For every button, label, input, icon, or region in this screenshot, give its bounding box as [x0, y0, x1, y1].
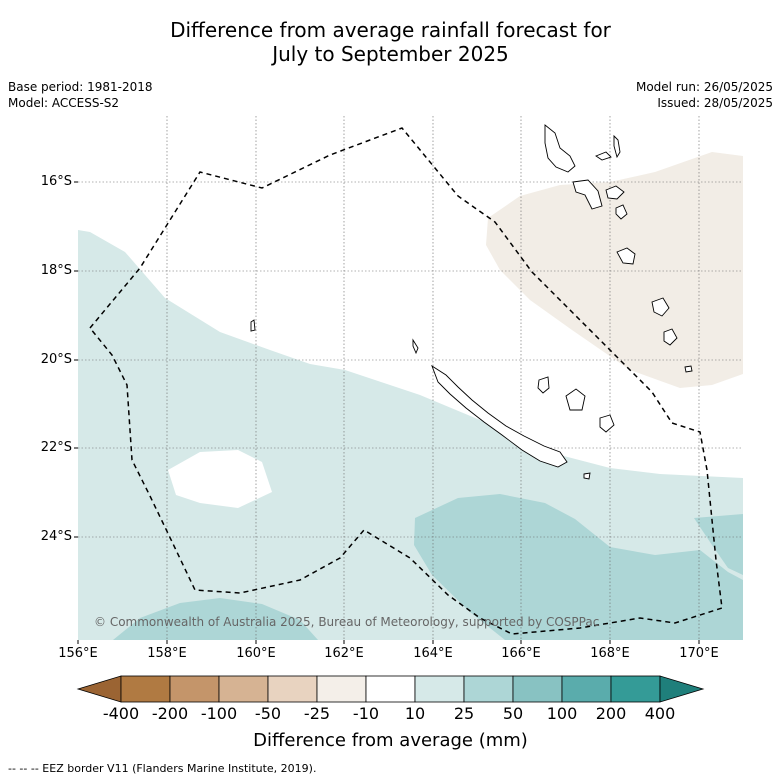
colorbar-segment: [218, 675, 269, 703]
eez-legend-note: -- -- -- EEZ border V11 (Flanders Marine…: [8, 762, 317, 775]
colorbar-label: 10: [404, 704, 426, 723]
map-area: [78, 116, 743, 640]
lat-tick-label: 22°S: [40, 440, 72, 455]
title-line-1: Difference from average rainfall forecas…: [170, 18, 611, 42]
lat-tick-label: 24°S: [40, 529, 72, 544]
aneityum-island: [684, 365, 693, 373]
issued-date: Issued: 28/05/2025: [657, 96, 773, 110]
erromango-island: [651, 297, 670, 317]
pentecost-ambrym: [605, 185, 625, 200]
lon-tick-label: 168°E: [590, 646, 630, 661]
mare-island: [599, 414, 615, 433]
axis-ticks: [74, 181, 700, 644]
colorbar-label: -25: [303, 704, 331, 723]
lat-tick-label: 18°S: [40, 263, 72, 278]
colorbar-label: -400: [102, 704, 140, 723]
efate-island: [616, 247, 636, 265]
colorbar-extend-high: [659, 675, 705, 703]
rain-diff-zone-25-50-east: [694, 514, 743, 575]
new-caledonia: [431, 364, 568, 468]
title-line-2: July to September 2025: [272, 42, 509, 66]
gridlines: [78, 116, 743, 640]
colorbar-label: 50: [502, 704, 524, 723]
lon-tick-label: 162°E: [324, 646, 364, 661]
colorbar-label: -100: [200, 704, 238, 723]
base-period: Base period: 1981-2018: [8, 80, 153, 94]
rain-diff-zone-25-50-south: [113, 598, 318, 640]
colorbar-segment: [610, 675, 661, 703]
colorbar-segment: [120, 675, 171, 703]
epi-shepherd-islands: [615, 204, 628, 220]
model-run-date: Model run: 26/05/2025: [635, 80, 773, 94]
colorbar-extend-low: [76, 675, 122, 703]
colorbar: [76, 675, 705, 703]
lon-tick-label: 156°E: [58, 646, 98, 661]
colorbar-segment: [365, 675, 416, 703]
rain-diff-zone-white-patch: [168, 450, 272, 508]
rain-diff-zone-neg-25-10: [486, 152, 743, 388]
lat-tick-label: 20°S: [40, 352, 72, 367]
colorbar-label: -200: [151, 704, 189, 723]
coastlines: [250, 124, 693, 480]
maewo-island: [613, 134, 621, 159]
colorbar-segment: [169, 675, 220, 703]
malo-island: [595, 151, 612, 161]
walpole-island: [583, 472, 591, 480]
colorbar-label: 25: [453, 704, 475, 723]
lon-tick-label: 158°E: [147, 646, 187, 661]
espiritu-santo: [544, 124, 576, 173]
colorbar-label: 100: [546, 704, 578, 723]
chart-title: Difference from average rainfall forecas…: [0, 18, 781, 66]
lon-tick-label: 170°E: [679, 646, 719, 661]
lon-tick-label: 160°E: [236, 646, 276, 661]
colorbar-segment: [561, 675, 612, 703]
model-name: Model: ACCESS-S2: [8, 96, 120, 110]
colorbar-label: 200: [595, 704, 627, 723]
lon-tick-label: 164°E: [413, 646, 453, 661]
colorbar-title: Difference from average (mm): [253, 730, 528, 751]
rain-diff-zone-25-50: [414, 494, 743, 640]
colorbar-segment: [463, 675, 514, 703]
colorbar-label: -50: [254, 704, 282, 723]
colorbar-segment: [512, 675, 563, 703]
colorbar-segment: [316, 675, 367, 703]
run-info: Model run: 26/05/2025 Issued: 28/05/2025: [636, 79, 773, 111]
lat-tick-label: 16°S: [40, 174, 72, 189]
model-info: Base period: 1981-2018 Model: ACCESS-S2: [8, 79, 153, 111]
belep-islands: [412, 338, 419, 355]
colorbar-segment: [267, 675, 318, 703]
lifou-island: [565, 388, 586, 411]
malekula-island: [572, 179, 603, 210]
chesterfield-islet: [250, 319, 256, 332]
lon-tick-label: 166°E: [501, 646, 541, 661]
colorbar-label: -10: [352, 704, 380, 723]
copyright-notice: © Commonwealth of Australia 2025, Bureau…: [94, 615, 599, 629]
colorbar-label: 400: [644, 704, 676, 723]
ouvea-island: [537, 376, 550, 394]
colorbar-segment: [414, 675, 465, 703]
tanna-island: [663, 328, 678, 346]
eez-border: [89, 127, 723, 635]
